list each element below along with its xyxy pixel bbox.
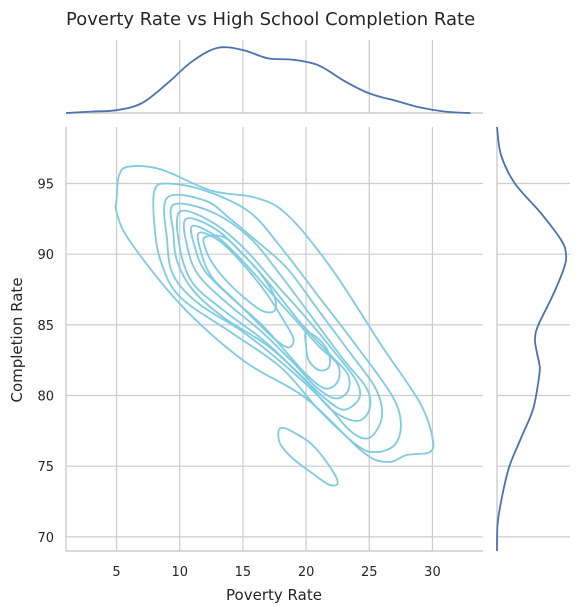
joint-kde-panel: 5 10 15 20 25 30 70 75 80 85 90 95 [37,127,483,580]
x-tick-label: 25 [361,565,378,580]
kde-contour-level-2 [152,182,402,453]
chart-title: Poverty Rate vs High School Completion R… [66,9,475,30]
y-tick-label: 85 [37,319,54,334]
kde-contour-level-10 [304,330,331,372]
kde-contour-level-8 [196,231,295,349]
y-tick-label: 80 [37,390,54,405]
kde-contour-level-9 [202,234,277,314]
kde-contour-level-1 [114,165,435,463]
marginal-x-kde-curve [65,46,471,114]
kde-contour-level-6 [182,217,351,400]
x-axis-label: Poverty Rate [226,586,322,604]
y-axis-label: Completion Rate [8,277,26,402]
marginal-y-kde-curve [496,126,568,552]
x-tick-label: 5 [112,565,120,580]
y-tick-label: 90 [37,248,54,263]
y-tick-label: 75 [37,460,54,475]
x-tick-label: 30 [424,565,441,580]
kde-contour-level-5 [175,209,362,411]
y-tick-label: 95 [37,178,54,193]
marginal-y-panel [496,126,570,552]
x-tick-label: 10 [171,565,188,580]
kde-contour-level-11 [277,426,339,487]
marginal-x-panel [65,40,483,114]
y-tick-label: 70 [37,531,54,546]
x-tick-label: 20 [298,565,315,580]
kde-contour-level-4 [169,202,372,422]
kde-contour-level-3 [163,193,384,440]
x-tick-label: 15 [235,565,252,580]
